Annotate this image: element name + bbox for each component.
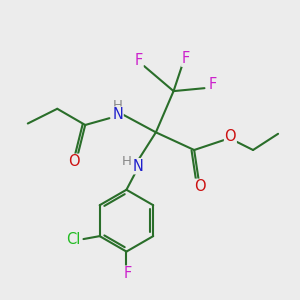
Text: H: H: [113, 99, 122, 112]
Text: F: F: [182, 51, 190, 66]
Text: O: O: [68, 154, 80, 169]
Text: Cl: Cl: [66, 232, 80, 247]
Text: F: F: [208, 77, 217, 92]
Text: N: N: [112, 107, 123, 122]
Text: F: F: [124, 266, 132, 281]
Text: O: O: [225, 129, 236, 144]
Text: H: H: [122, 155, 131, 168]
Text: N: N: [132, 159, 143, 174]
Text: F: F: [135, 53, 143, 68]
Text: O: O: [194, 179, 206, 194]
